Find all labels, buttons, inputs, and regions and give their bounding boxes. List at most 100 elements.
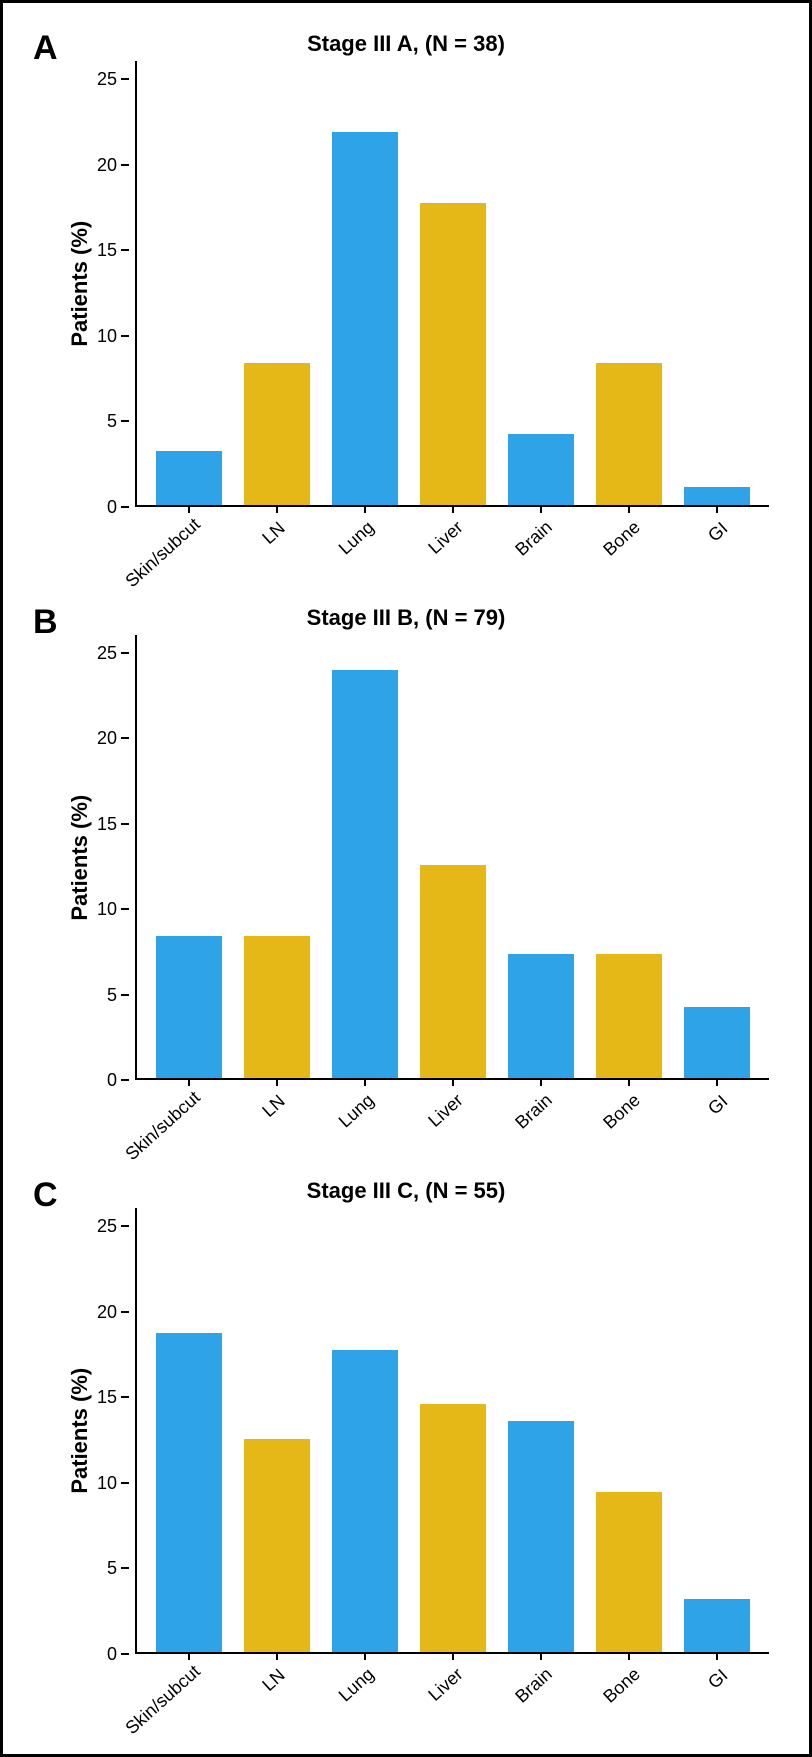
bar-slot (673, 61, 761, 505)
plot-wrap: Patients (%)2520151050 (23, 61, 789, 507)
bar (332, 132, 399, 505)
panel-A: AStage III A, (N = 38) Patients (%)25 20 15… (23, 23, 789, 597)
bar-slot (321, 1208, 409, 1652)
bar (684, 487, 751, 505)
x-tick-label: Lung (335, 1664, 379, 1706)
panel-C: CStage III C, (N = 55) Patients (%)25 20 15… (23, 1170, 789, 1744)
bar-slot (673, 635, 761, 1079)
bar-slot (233, 61, 321, 505)
bar (508, 434, 575, 505)
panel-B: BStage III B, (N = 79) Patients (%)25 20 15… (23, 597, 789, 1171)
bar (596, 1492, 663, 1652)
x-axis: Skin/subcut LN Lung Liver Brain Bone GI (23, 1654, 789, 1744)
bar (244, 363, 311, 505)
y-tick: 20 (97, 1303, 129, 1321)
bar-slot (321, 635, 409, 1079)
y-tick: 25 (97, 1217, 129, 1235)
y-axis-ticks: 2520151050 (97, 635, 135, 1081)
x-labels: Skin/subcutLNLungLiverBrainBoneGI (133, 1080, 769, 1170)
bar (684, 1007, 751, 1078)
x-axis: Skin/subcutLNLungLiverBrainBoneGI (23, 1080, 789, 1170)
plot-area (135, 61, 769, 507)
x-tick-label: Skin/subcut (122, 514, 205, 592)
x-tick-label: Brain (511, 1090, 556, 1134)
x-tick-label: Liver (424, 517, 467, 559)
x-tick-label: Brain (511, 1664, 556, 1708)
y-axis-ticks: 2520151050 (97, 1208, 135, 1654)
bar-slot (145, 61, 233, 505)
plot-area (135, 1208, 769, 1654)
bar (420, 865, 487, 1078)
y-tick: 15 (97, 815, 129, 833)
y-tick: 15 (97, 1388, 129, 1406)
y-axis-ticks: 2520151050 (97, 61, 135, 507)
y-tick: 5 (107, 986, 129, 1004)
bar (244, 1439, 311, 1652)
bar (508, 954, 575, 1078)
bar-slot (585, 61, 673, 505)
bar-slot (673, 1208, 761, 1652)
bar-slot (321, 61, 409, 505)
bar-slot (497, 635, 585, 1079)
y-tick: 15 (97, 241, 129, 259)
y-tick: 10 (97, 900, 129, 918)
x-tick-label: LN (258, 1665, 289, 1696)
x-tick-label: Liver (424, 1664, 467, 1706)
x-axis: Skin/subcutLNLungLiverBrainBoneGI (23, 507, 789, 597)
panel-title: Stage III C, (N = 55) (23, 1178, 789, 1204)
y-tick: 0 (107, 498, 129, 516)
bar-slot (409, 61, 497, 505)
x-tick-label: Liver (424, 1090, 467, 1132)
bar-slot (585, 1208, 673, 1652)
bar (596, 363, 663, 505)
bar (596, 954, 663, 1078)
x-tick-label: Lung (335, 517, 379, 559)
y-tick: 25 (97, 644, 129, 662)
panel-label: C (33, 1176, 58, 1215)
panel-label: B (33, 603, 58, 642)
bar (244, 936, 311, 1078)
bar (420, 1404, 487, 1652)
panel-label: A (33, 29, 58, 68)
figure-frame: AStage III A, (N = 38)Patients (%)252015… (0, 0, 812, 1757)
x-tick-label: Brain (511, 516, 556, 560)
x-labels: Skin/subcutLNLungLiverBrainBoneGI (133, 1654, 769, 1744)
bar (332, 1350, 399, 1652)
plot-area (135, 635, 769, 1081)
bar (156, 451, 223, 504)
bar-slot (497, 61, 585, 505)
y-tick: 20 (97, 156, 129, 174)
plot-wrap: Patients (%)2520151050 (23, 635, 789, 1081)
bar-slot (145, 1208, 233, 1652)
y-axis-label: Patients (%) (63, 1208, 97, 1654)
x-tick-label: LN (258, 1091, 289, 1122)
bar (684, 1599, 751, 1652)
y-tick: 0 (107, 1071, 129, 1089)
y-tick: 10 (97, 327, 129, 345)
x-tick-label: Bone (599, 1664, 644, 1708)
plot-wrap: Patients (%)2520151050 (23, 1208, 789, 1654)
bar-slot (145, 635, 233, 1079)
x-tick-label: Lung (335, 1090, 379, 1132)
x-tick-label: Skin/subcut (122, 1661, 205, 1739)
bar-slot (497, 1208, 585, 1652)
bar-slot (233, 635, 321, 1079)
bar (420, 203, 487, 505)
bar (332, 670, 399, 1078)
x-tick-label: GI (704, 1091, 732, 1119)
y-axis-label: Patients (%) (63, 61, 97, 507)
y-axis-label: Patients (%) (63, 635, 97, 1081)
y-tick: 25 (97, 70, 129, 88)
bar (156, 1333, 223, 1652)
y-tick: 20 (97, 729, 129, 747)
bar-slot (585, 635, 673, 1079)
x-tick-label: Bone (599, 516, 644, 560)
bar-slot (409, 635, 497, 1079)
x-tick-label: GI (704, 1665, 732, 1693)
y-tick: 5 (107, 412, 129, 430)
bar (156, 936, 223, 1078)
panel-title: Stage III A, (N = 38) (23, 31, 789, 57)
x-tick-label: GI (704, 518, 732, 546)
panel-title: Stage III B, (N = 79) (23, 605, 789, 631)
x-tick-label: Skin/subcut (122, 1087, 205, 1165)
